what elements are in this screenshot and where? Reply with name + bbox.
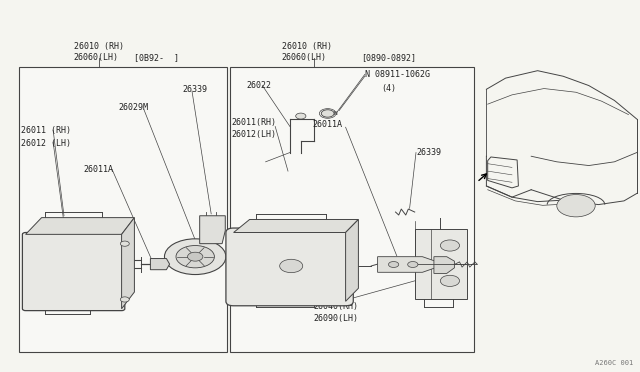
Bar <box>415 229 467 299</box>
Polygon shape <box>234 219 358 232</box>
Text: 26012(LH): 26012(LH) <box>232 130 276 139</box>
Text: 26012 (LH): 26012 (LH) <box>21 139 71 148</box>
Text: 26029M: 26029M <box>118 103 148 112</box>
Text: N 08911-1062G: N 08911-1062G <box>365 70 430 79</box>
Polygon shape <box>378 257 435 272</box>
Text: 26060(LH): 26060(LH) <box>282 53 326 62</box>
FancyBboxPatch shape <box>22 232 125 311</box>
Circle shape <box>408 262 418 267</box>
Text: [0B92-  ]: [0B92- ] <box>134 53 179 62</box>
Text: 26339: 26339 <box>416 148 441 157</box>
Circle shape <box>176 246 214 268</box>
Circle shape <box>164 239 226 275</box>
Bar <box>19 67 227 352</box>
Text: 26011(RH): 26011(RH) <box>232 118 276 127</box>
Polygon shape <box>26 218 134 234</box>
Circle shape <box>440 240 460 251</box>
Circle shape <box>321 110 334 117</box>
Text: 26040(RH): 26040(RH) <box>314 302 358 311</box>
Circle shape <box>120 241 129 246</box>
Text: 26060(LH): 26060(LH) <box>74 53 118 62</box>
Bar <box>230 67 474 352</box>
Text: 26022: 26022 <box>246 81 271 90</box>
Text: (4): (4) <box>381 84 396 93</box>
Text: 26090(LH): 26090(LH) <box>314 314 358 323</box>
Text: 26339: 26339 <box>182 85 207 94</box>
Text: N: N <box>334 111 338 116</box>
Polygon shape <box>200 216 225 244</box>
Polygon shape <box>122 218 134 309</box>
Text: [0890-0892]: [0890-0892] <box>362 53 417 62</box>
Circle shape <box>440 275 460 286</box>
Text: 26010 (RH): 26010 (RH) <box>282 42 332 51</box>
Text: A260C 001: A260C 001 <box>595 360 634 366</box>
Text: 26011A: 26011A <box>312 120 342 129</box>
Polygon shape <box>346 219 358 301</box>
FancyBboxPatch shape <box>226 228 353 306</box>
Circle shape <box>296 113 306 119</box>
Circle shape <box>280 259 303 273</box>
Circle shape <box>120 297 129 302</box>
Circle shape <box>557 195 595 217</box>
Circle shape <box>188 252 203 261</box>
Text: 26010 (RH): 26010 (RH) <box>74 42 124 51</box>
Text: 26011 (RH): 26011 (RH) <box>21 126 71 135</box>
Circle shape <box>388 262 399 267</box>
Polygon shape <box>434 257 454 273</box>
Polygon shape <box>150 259 170 270</box>
Text: 26011A: 26011A <box>83 165 113 174</box>
